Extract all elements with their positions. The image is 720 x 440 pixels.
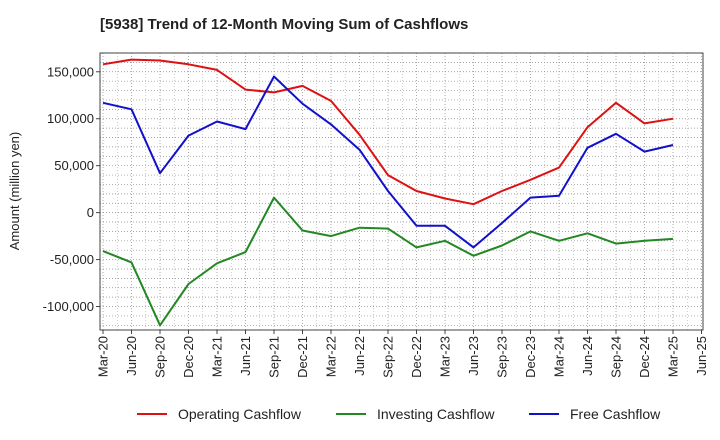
investing-cashflow-line bbox=[102, 196, 674, 327]
x-tick-label: Sep-22 bbox=[381, 336, 396, 378]
legend-label: Operating Cashflow bbox=[178, 406, 302, 422]
x-tick-label: Dec-21 bbox=[295, 336, 310, 378]
x-tick-label: Jun-25 bbox=[694, 336, 709, 376]
x-tick-label: Dec-20 bbox=[181, 336, 196, 378]
legend-item-operating-cashflow: Operating Cashflow bbox=[137, 406, 302, 422]
y-axis-label: Amount (million yen) bbox=[7, 132, 22, 251]
x-tick-label: Dec-24 bbox=[637, 336, 652, 378]
y-tick-label: 50,000 bbox=[54, 158, 94, 173]
y-tick-label: 150,000 bbox=[47, 64, 94, 79]
x-tick-label: Mar-22 bbox=[324, 336, 339, 377]
y-tick-label: -50,000 bbox=[50, 252, 94, 267]
legend-label: Investing Cashflow bbox=[377, 406, 495, 422]
x-tick-label: Mar-23 bbox=[438, 336, 453, 377]
x-tick-label: Sep-20 bbox=[153, 336, 168, 378]
chart-title: [5938] Trend of 12-Month Moving Sum of C… bbox=[100, 16, 468, 33]
legend-label: Free Cashflow bbox=[570, 406, 661, 422]
y-tick-label: 100,000 bbox=[47, 111, 94, 126]
x-axis-ticks: Mar-20 Jun-20 Sep-20 Dec-20 Mar-21 Jun-21 Sep-… bbox=[96, 330, 709, 378]
legend: Operating Cashflow Investing Cashflow Free… bbox=[137, 406, 661, 422]
x-tick-label: Mar-24 bbox=[552, 336, 567, 377]
x-tick-label: Mar-21 bbox=[210, 336, 225, 377]
x-tick-label: Dec-22 bbox=[409, 336, 424, 378]
x-tick-label: Mar-20 bbox=[96, 336, 111, 377]
y-tick-label: -100,000 bbox=[43, 299, 94, 314]
operating-cashflow-line bbox=[102, 58, 674, 206]
x-tick-label: Sep-21 bbox=[267, 336, 282, 378]
free-cashflow-line bbox=[102, 75, 674, 249]
grid bbox=[100, 52, 703, 330]
y-axis-ticks: 150,000 100,000 50,000 0 -50,000 -100,000 bbox=[43, 64, 100, 314]
x-tick-label: Jun-22 bbox=[352, 336, 367, 376]
x-tick-label: Jun-21 bbox=[238, 336, 253, 376]
legend-item-investing-cashflow: Investing Cashflow bbox=[336, 406, 495, 422]
x-tick-label: Mar-25 bbox=[666, 336, 681, 377]
y-tick-label: 0 bbox=[87, 205, 94, 220]
x-tick-label: Dec-23 bbox=[523, 336, 538, 378]
series-layer bbox=[102, 58, 674, 327]
legend-item-free-cashflow: Free Cashflow bbox=[529, 406, 661, 422]
plot-frame bbox=[99, 52, 704, 331]
x-tick-label: Jun-20 bbox=[124, 336, 139, 376]
x-tick-label: Jun-24 bbox=[580, 336, 595, 376]
x-tick-label: Jun-23 bbox=[466, 336, 481, 376]
x-tick-label: Sep-24 bbox=[609, 336, 624, 378]
plot-area bbox=[100, 53, 703, 330]
x-tick-label: Sep-23 bbox=[495, 336, 510, 378]
